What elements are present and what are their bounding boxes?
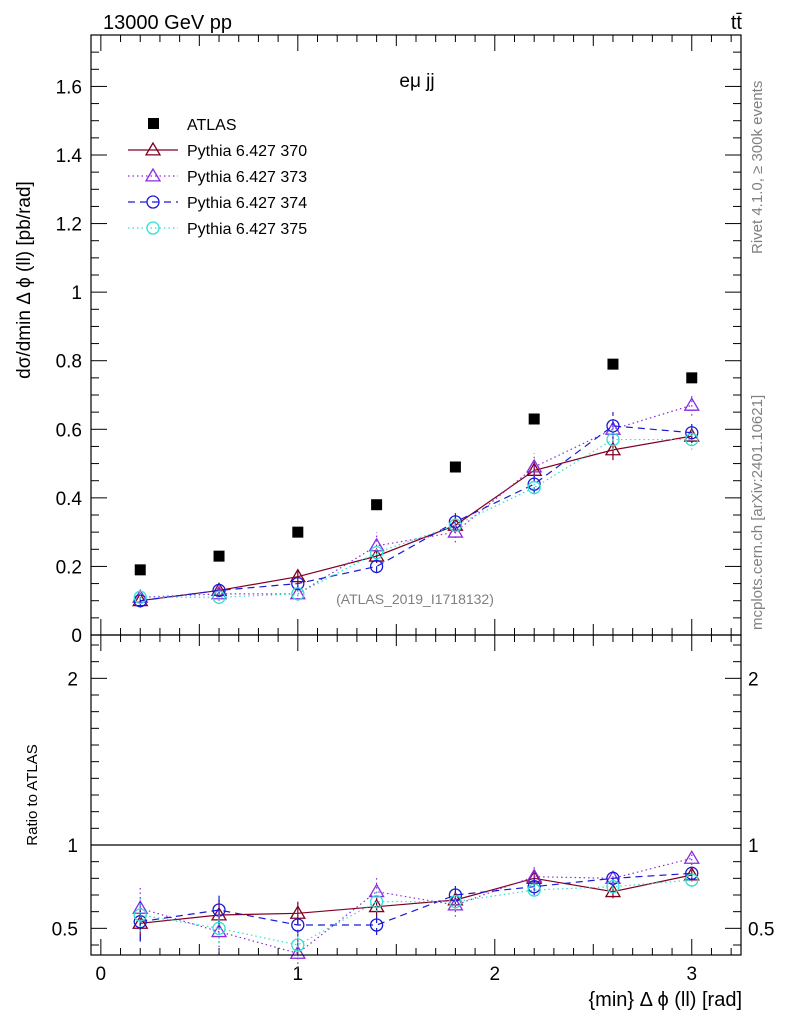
series-marker	[448, 895, 463, 909]
series-marker	[210, 923, 228, 938]
series-marker	[606, 432, 620, 447]
ratio-plot-frame	[90, 634, 742, 956]
atlas-data-point	[686, 372, 698, 384]
x-tick-label: 1	[293, 964, 304, 985]
series-marker	[291, 576, 305, 591]
series-marker	[448, 518, 463, 532]
series-marker	[685, 432, 699, 447]
series-line	[140, 872, 692, 926]
atlas-data-point	[292, 526, 304, 538]
legend-label: Pythia 6.427 373	[187, 169, 307, 186]
legend-marker	[144, 141, 162, 156]
process-label: tt̄	[731, 12, 743, 34]
main-y-tick-label: 0.4	[56, 489, 83, 510]
series-marker	[683, 850, 700, 864]
series-marker	[291, 938, 305, 952]
legend-atlas-marker	[148, 118, 159, 129]
main-axis-ticks: 0 0.2 0.4 0.6 0.8 1 1.2 1.4 1.6	[56, 34, 741, 647]
main-y-tick-label: 1.4	[56, 146, 83, 167]
mcplots-label: mcplots.cern.ch [arXiv:2401.10621]	[749, 395, 766, 630]
series-marker	[526, 870, 543, 884]
legend-marker	[146, 221, 160, 235]
series-marker	[527, 480, 541, 495]
series-marker	[212, 921, 226, 935]
series-marker	[448, 515, 463, 529]
plot-title: eμ jj	[399, 71, 434, 92]
atlas-data-point	[449, 461, 461, 473]
atlas-data-point	[528, 413, 540, 425]
legend: ATLAS Pythia 6.427 370 Pythia 6.427 373 Pyt…	[128, 117, 307, 238]
series-marker	[289, 585, 306, 600]
ratio-y-tick-label-left: 1	[67, 836, 78, 857]
atlas-data-point	[371, 499, 383, 511]
x-tick-label: 2	[489, 964, 500, 985]
ratio-y-tick-label-right: 1	[748, 836, 759, 857]
ratio-y-tick-label-right: 2	[748, 669, 759, 690]
analysis-watermark: (ATLAS_2019_I1718132)	[336, 591, 494, 607]
series-marker	[685, 426, 699, 440]
series-line	[140, 425, 692, 602]
series-marker	[685, 873, 699, 887]
main-y-tick-label: 1.6	[56, 77, 82, 98]
ratio-y-tick-label-right: 0.5	[748, 919, 774, 940]
main-y-axis-label: dσ/dmin Δ ϕ (ll) [pb/rad]	[14, 181, 35, 379]
atlas-data-point	[213, 550, 225, 562]
series-marker	[133, 908, 147, 922]
series-marker	[527, 883, 541, 897]
series-line	[140, 435, 692, 602]
atlas-data-point	[607, 358, 619, 370]
main-y-tick-label: 1	[71, 283, 82, 304]
legend-label: Pythia 6.427 370	[187, 143, 307, 160]
legend-marker	[146, 195, 160, 209]
series-marker	[368, 883, 385, 898]
series-line	[140, 857, 692, 954]
series-line	[140, 879, 692, 946]
ratio-y-tick-label-left: 2	[67, 669, 78, 690]
series-marker	[369, 546, 384, 560]
main-y-tick-label: 0.6	[56, 420, 82, 441]
ratio-y-tick-label-left: 0.5	[52, 919, 78, 940]
series-marker	[133, 590, 147, 604]
ratio-axis-ticks: 0 1 2 3 0.5 0.5 1 1 2 2	[52, 635, 774, 985]
legend-label: ATLAS	[187, 117, 237, 134]
series-marker	[212, 590, 226, 604]
series-marker	[447, 523, 464, 538]
energy-label: 13000 GeV pp	[103, 12, 232, 34]
main-plot-data	[132, 358, 700, 608]
series-marker	[369, 918, 384, 932]
series-marker	[526, 458, 543, 473]
series-marker	[685, 866, 699, 880]
x-axis-label: {min} Δ ϕ (ll) [rad]	[589, 989, 743, 1011]
ratio-y-axis-label: Ratio to ATLAS	[24, 744, 41, 845]
series-marker	[527, 880, 541, 894]
series-marker	[212, 583, 226, 598]
main-y-tick-label: 0	[71, 626, 82, 647]
series-marker	[369, 895, 384, 909]
ratio-plot-data	[132, 850, 700, 969]
x-tick-label: 3	[686, 964, 697, 985]
rivet-label: Rivet 4.1.0, ≥ 300k events	[749, 81, 766, 254]
series-marker	[368, 537, 385, 552]
main-y-tick-label: 0.8	[56, 352, 82, 373]
series-line	[140, 438, 692, 598]
series-marker	[291, 587, 305, 601]
series-marker	[289, 568, 306, 583]
atlas-data-point	[134, 564, 146, 576]
main-y-tick-label: 0.2	[56, 557, 82, 578]
series-marker	[369, 559, 384, 574]
series-marker	[604, 883, 622, 898]
main-y-tick-label: 1.2	[56, 215, 82, 236]
series-marker	[289, 945, 306, 959]
legend-label: Pythia 6.427 374	[187, 195, 307, 212]
series-marker	[291, 918, 305, 932]
series-line	[140, 874, 692, 924]
legend-marker	[144, 167, 162, 182]
x-tick-label: 0	[96, 964, 107, 985]
series-marker	[604, 441, 622, 456]
series-marker	[133, 915, 147, 929]
series-marker	[683, 397, 700, 411]
legend-label: Pythia 6.427 375	[187, 221, 307, 238]
series-marker	[606, 880, 620, 894]
